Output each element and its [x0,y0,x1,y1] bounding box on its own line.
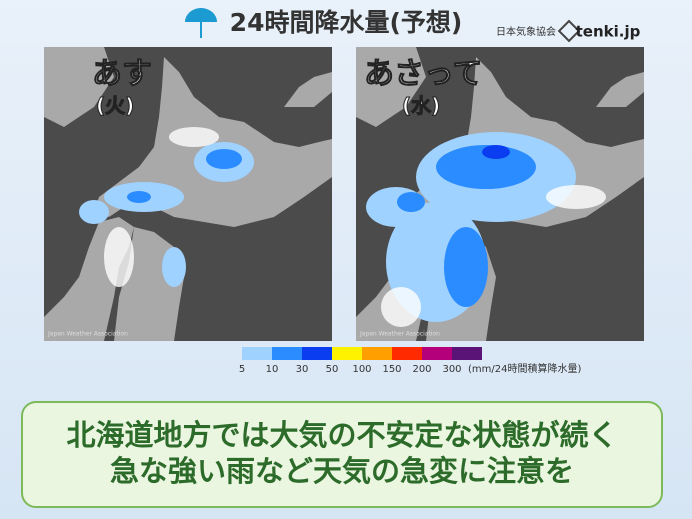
legend-label: 5 [239,364,245,375]
legend-label: 300 [442,364,461,375]
legend-swatch [392,347,422,360]
legend-swatch [242,347,272,360]
legend-label: 200 [412,364,431,375]
map-panel: あす (火) Japan Weather Association [44,47,332,341]
legend-label: 100 [352,364,371,375]
umbrella-icon [185,8,217,38]
caption-line: 急な強い雨など天気の急変に注意を [110,454,574,488]
legend-swatch [422,347,452,360]
credit: Japan Weather Association [359,331,440,338]
credit: Japan Weather Association [47,331,128,338]
legend-swatch [362,347,392,360]
day-label: あさって [364,57,483,92]
legend-label: 150 [382,364,401,375]
title: 24時間降水量(予想) [230,8,463,37]
legend-swatch [272,347,302,360]
legend-swatch [332,347,362,360]
legend-label: 10 [266,364,279,375]
legend-label: 50 [326,364,339,375]
brand-logo [557,19,581,43]
caption-box [21,401,663,508]
legend-swatch [302,347,332,360]
map-panel: あさって (水) Japan Weather Association [356,47,644,341]
day-label: あす [92,57,152,92]
weekday-label: (火) [96,94,134,118]
legend: 5 10 30 50 100 150 200 300 (mm/24時間積算降水量) [239,347,581,375]
source: 日本気象協会 [496,25,556,38]
legend-unit: (mm/24時間積算降水量) [468,362,581,375]
brand: tenki.jp [576,23,641,41]
weekday-label: (水) [402,94,440,118]
legend-label: 30 [296,364,309,375]
caption-line: 北海道地方では大気の不安定な状態が続く [66,418,617,452]
legend-swatch [452,347,482,360]
